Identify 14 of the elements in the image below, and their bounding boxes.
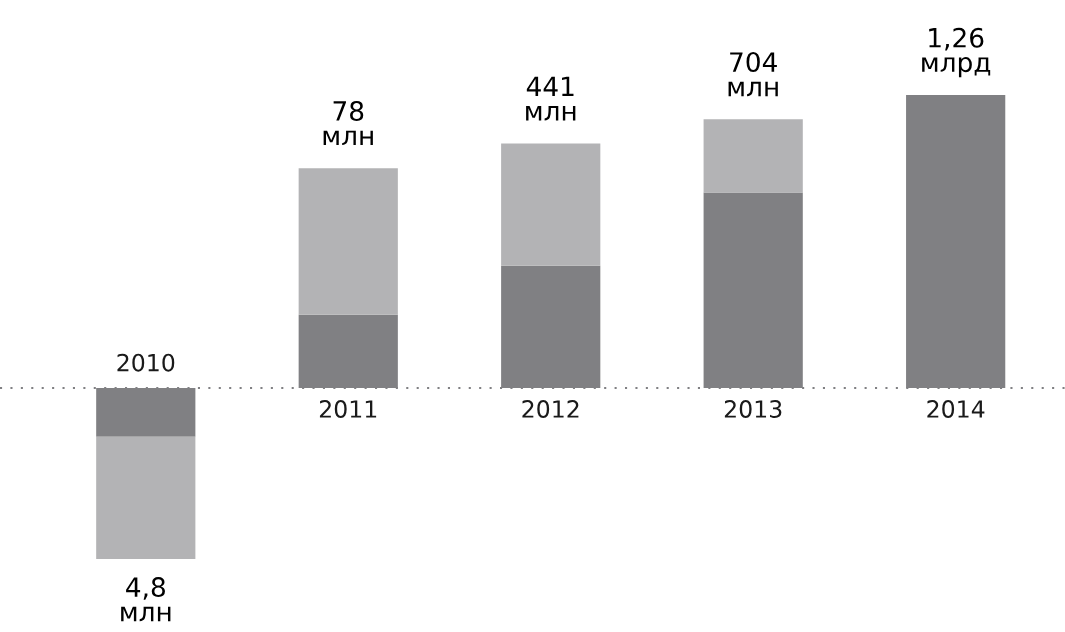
text: 1,26 млрд [922, 27, 991, 78]
x-tick-label: 2012 [522, 400, 579, 418]
x-tick-label: 2014 [927, 400, 985, 418]
bar [96, 436, 196, 560]
x-tick-label: 2011 [319, 400, 377, 418]
annotation: 441 млн [526, 76, 576, 121]
x-tick-label: 2010 [117, 353, 175, 372]
x-tick-label: 2013 [724, 400, 782, 418]
bar [703, 119, 803, 193]
bar [298, 168, 398, 315]
bar [501, 143, 601, 266]
annotation: 78 млн [323, 100, 373, 146]
annotation: 704 млн [728, 52, 778, 97]
text: 4,8 млн [121, 577, 171, 622]
